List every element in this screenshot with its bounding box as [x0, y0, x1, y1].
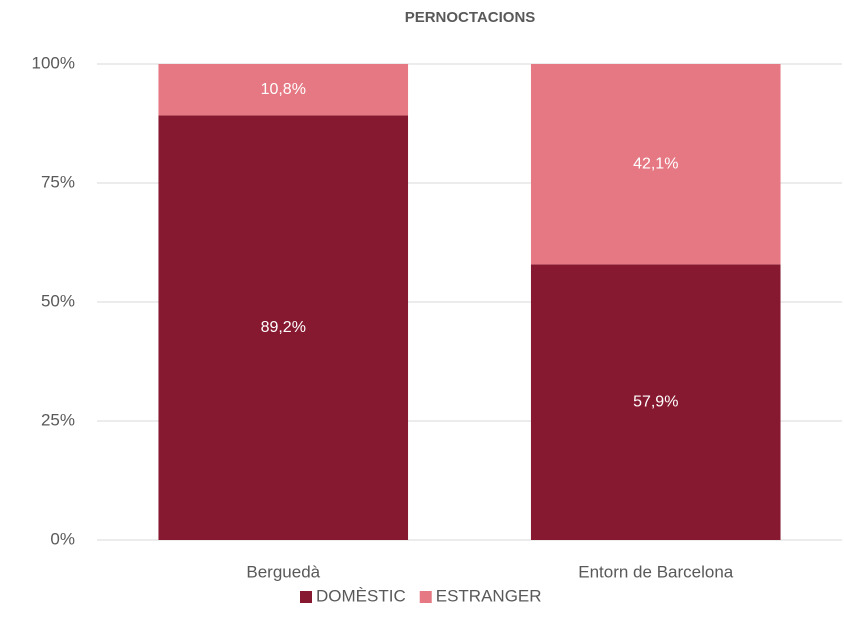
value-label: 10,8% [261, 81, 306, 98]
bar-segment [158, 64, 409, 116]
y-tick-label: 100% [32, 53, 75, 72]
y-tick-label: 50% [41, 291, 75, 310]
chart-title: PERNOCTACIONS [405, 9, 536, 26]
bar-segment [530, 64, 781, 265]
y-tick-label: 0% [50, 529, 75, 548]
value-label: 89,2% [261, 319, 306, 336]
legend-label: ESTRANGER [436, 586, 542, 605]
x-tick-label: Entorn de Barcelona [578, 562, 734, 581]
x-tick-label: Berguedà [246, 562, 320, 581]
legend-swatch [300, 591, 312, 603]
y-tick-label: 25% [41, 410, 75, 429]
value-label: 42,1% [633, 155, 678, 172]
value-label: 57,9% [633, 393, 678, 410]
y-tick-label: 75% [41, 172, 75, 191]
bar-segment [158, 115, 409, 541]
legend-swatch [419, 591, 432, 603]
bar-segment [530, 264, 781, 540]
legend-label: DOMÈSTIC [316, 586, 406, 605]
